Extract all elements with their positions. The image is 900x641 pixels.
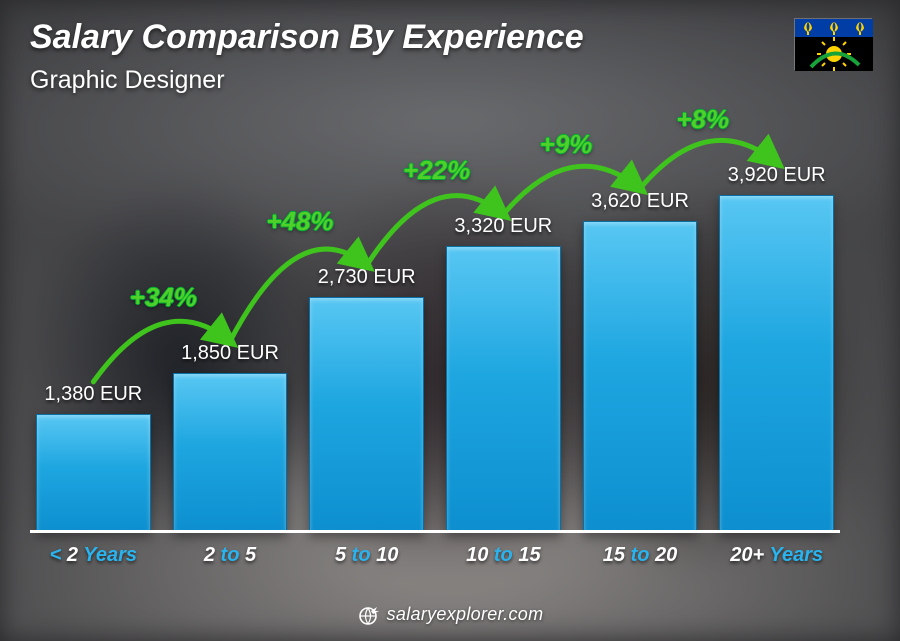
x-label: 15 to 20	[583, 544, 698, 567]
x-label: < 2 Years	[36, 544, 151, 567]
bar-0: 1,380 EUR	[36, 383, 151, 533]
bar-rect	[173, 373, 288, 533]
bar-value-label: 1,380 EUR	[44, 383, 142, 406]
bar-value-label: 3,620 EUR	[591, 190, 689, 213]
x-axis-labels: < 2 Years 2 to 5 5 to 10 10 to 15 15 to 20 20…	[30, 544, 840, 567]
growth-pct-label: +48%	[266, 206, 333, 237]
x-label: 10 to 15	[446, 544, 561, 567]
site-name: salaryexplorer.com	[387, 604, 544, 624]
x-axis-baseline	[30, 530, 840, 533]
growth-pct-label: +22%	[403, 155, 470, 186]
bar-5: 3,920 EUR	[719, 164, 834, 533]
bar-3: 3,320 EUR	[446, 215, 561, 533]
bar-rect	[309, 297, 424, 533]
page-subtitle: Graphic Designer	[30, 66, 225, 95]
growth-pct-label: +34%	[130, 282, 197, 313]
bar-chart: 1,380 EUR 1,850 EUR 2,730 EUR 3,320 EUR 3,62…	[30, 110, 840, 561]
bar-value-label: 2,730 EUR	[318, 266, 416, 289]
bar-1: 1,850 EUR	[173, 342, 288, 533]
bar-value-label: 3,320 EUR	[454, 215, 552, 238]
infographic-stage: Salary Comparison By Experience Graphic …	[0, 0, 900, 641]
bar-rect	[446, 246, 561, 533]
x-label: 5 to 10	[309, 544, 424, 567]
growth-pct-label: +8%	[676, 104, 729, 135]
bar-rect	[583, 221, 698, 534]
x-label: 2 to 5	[173, 544, 288, 567]
bar-rect	[36, 414, 151, 533]
flag-svg	[795, 19, 873, 71]
bar-rect	[719, 195, 834, 533]
region-flag-guadeloupe	[794, 18, 872, 70]
site-logo-icon	[357, 605, 379, 627]
bar-2: 2,730 EUR	[309, 266, 424, 533]
bar-4: 3,620 EUR	[583, 190, 698, 534]
bar-value-label: 1,850 EUR	[181, 342, 279, 365]
x-label: 20+ Years	[719, 544, 834, 567]
bar-value-label: 3,920 EUR	[728, 164, 826, 187]
growth-pct-label: +9%	[540, 129, 593, 160]
page-title: Salary Comparison By Experience	[30, 18, 584, 57]
footer: salaryexplorer.com	[0, 604, 900, 627]
